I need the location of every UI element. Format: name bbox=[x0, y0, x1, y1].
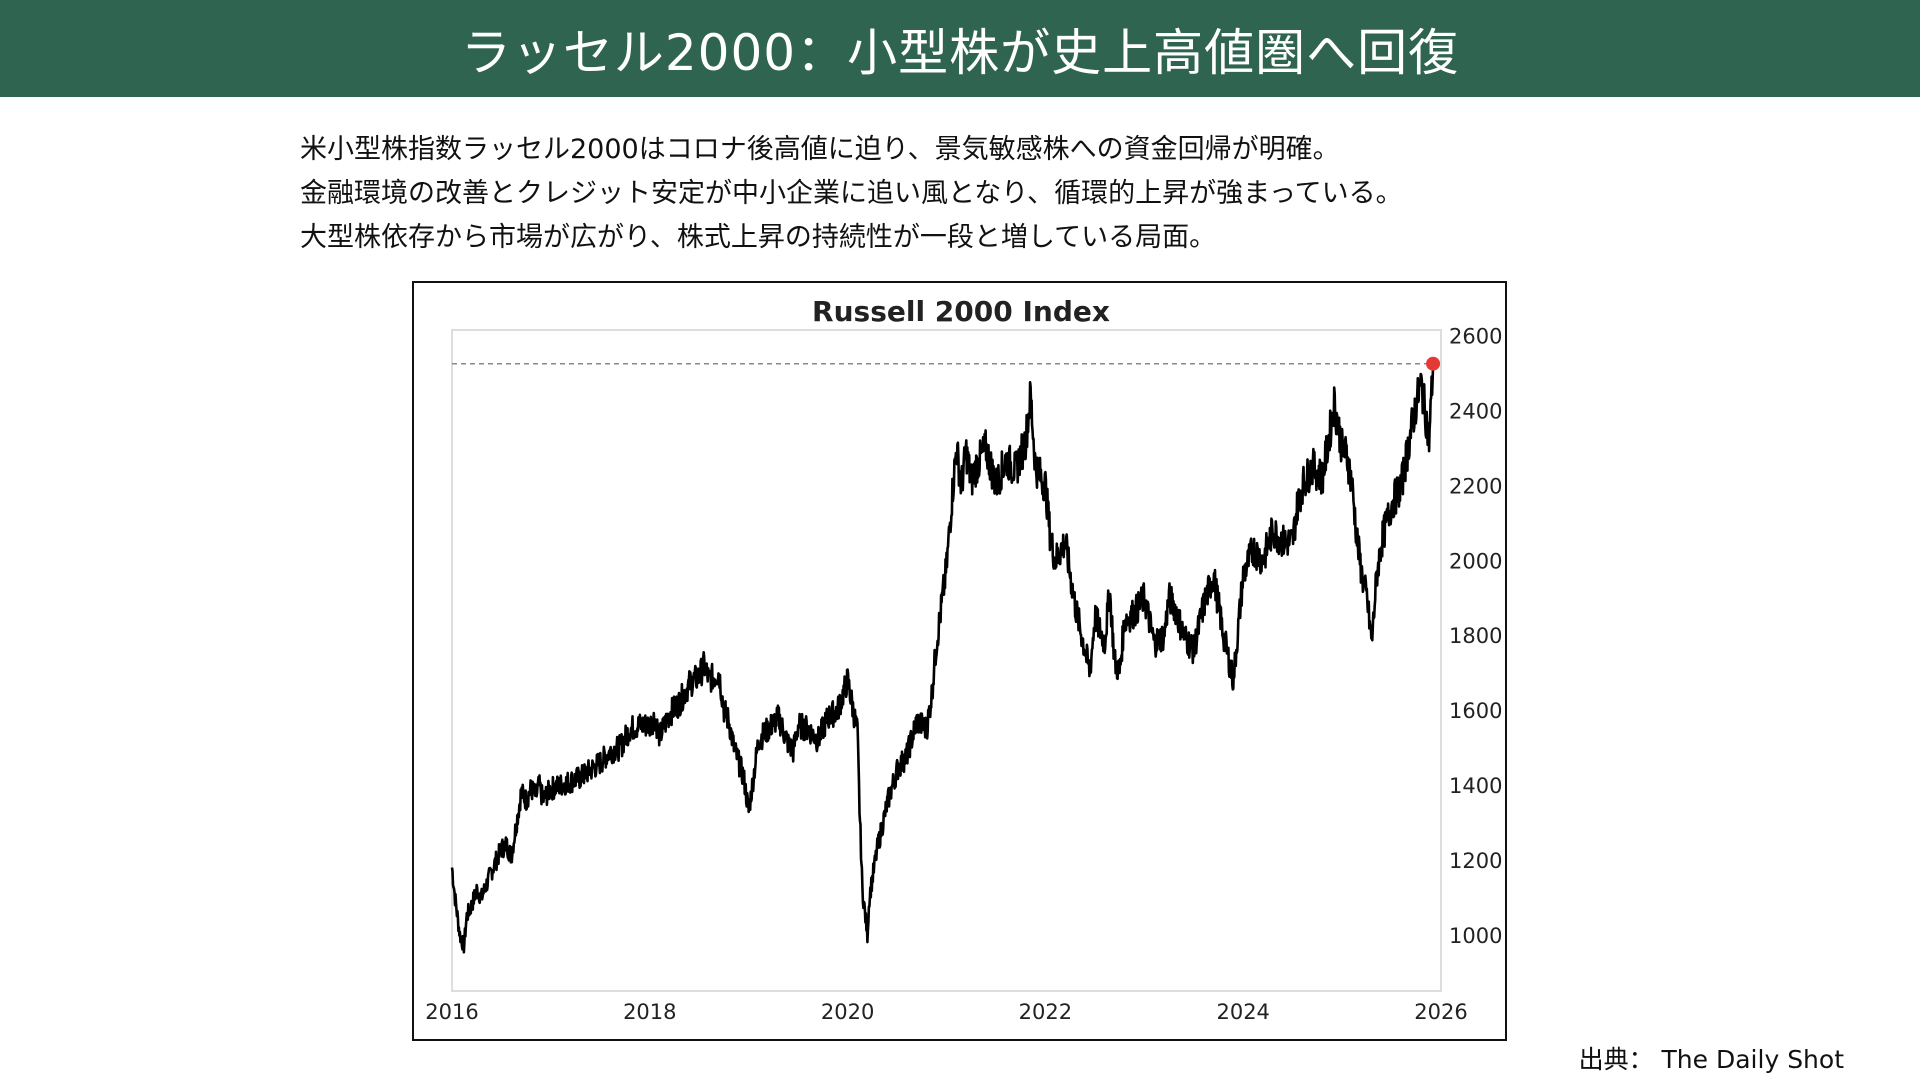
y-tick-label: 1600 bbox=[1449, 699, 1502, 723]
latest-value-point bbox=[1426, 356, 1441, 371]
x-tick-label: 2018 bbox=[623, 1000, 676, 1024]
x-tick-label: 2020 bbox=[821, 1000, 874, 1024]
x-tick-label: 2024 bbox=[1216, 1000, 1269, 1024]
header-bar: ラッセル2000：小型株が史上高値圏へ回復 bbox=[0, 0, 1920, 97]
line-chart: Russell 2000 Index 2016 2018 2020 2022 2024 2… bbox=[425, 295, 1502, 1024]
y-tick-label: 2400 bbox=[1449, 400, 1502, 424]
page-title: ラッセル2000：小型株が史上高値圏へ回復 bbox=[460, 23, 1460, 82]
y-tick-label: 2000 bbox=[1449, 549, 1502, 573]
y-tick-label: 1000 bbox=[1449, 924, 1502, 948]
description-line-3: 大型株依存から市場が広がり、株式上昇の持続性が一段と増している局面。 bbox=[300, 222, 1217, 253]
x-tick-label: 2016 bbox=[425, 1000, 478, 1024]
description-line-2: 金融環境の改善とクレジット安定が中小企業に追い風となり、循環的上昇が強まっている… bbox=[300, 178, 1403, 209]
y-tick-label: 1800 bbox=[1449, 624, 1502, 648]
y-tick-label: 1200 bbox=[1449, 849, 1502, 873]
x-tick-label: 2026 bbox=[1414, 1000, 1467, 1024]
series-line bbox=[450, 363, 1435, 954]
y-tick-label: 2200 bbox=[1449, 474, 1502, 498]
y-tick-label: 2600 bbox=[1449, 325, 1502, 349]
chart-title: Russell 2000 Index bbox=[812, 295, 1110, 328]
description: 米小型株指数ラッセル2000はコロナ後高値に迫り、景気敏感株への資金回帰が明確。… bbox=[300, 128, 1700, 260]
plot-frame bbox=[451, 329, 1442, 992]
source-credit: 出典： The Daily Shot bbox=[1578, 1045, 1844, 1074]
chart-container: Russell 2000 Index 2016 2018 2020 2022 2024 2… bbox=[412, 281, 1507, 1041]
x-tick-label: 2022 bbox=[1019, 1000, 1072, 1024]
y-tick-label: 1400 bbox=[1449, 774, 1502, 798]
description-line-1: 米小型株指数ラッセル2000はコロナ後高値に迫り、景気敏感株への資金回帰が明確。 bbox=[300, 134, 1340, 165]
